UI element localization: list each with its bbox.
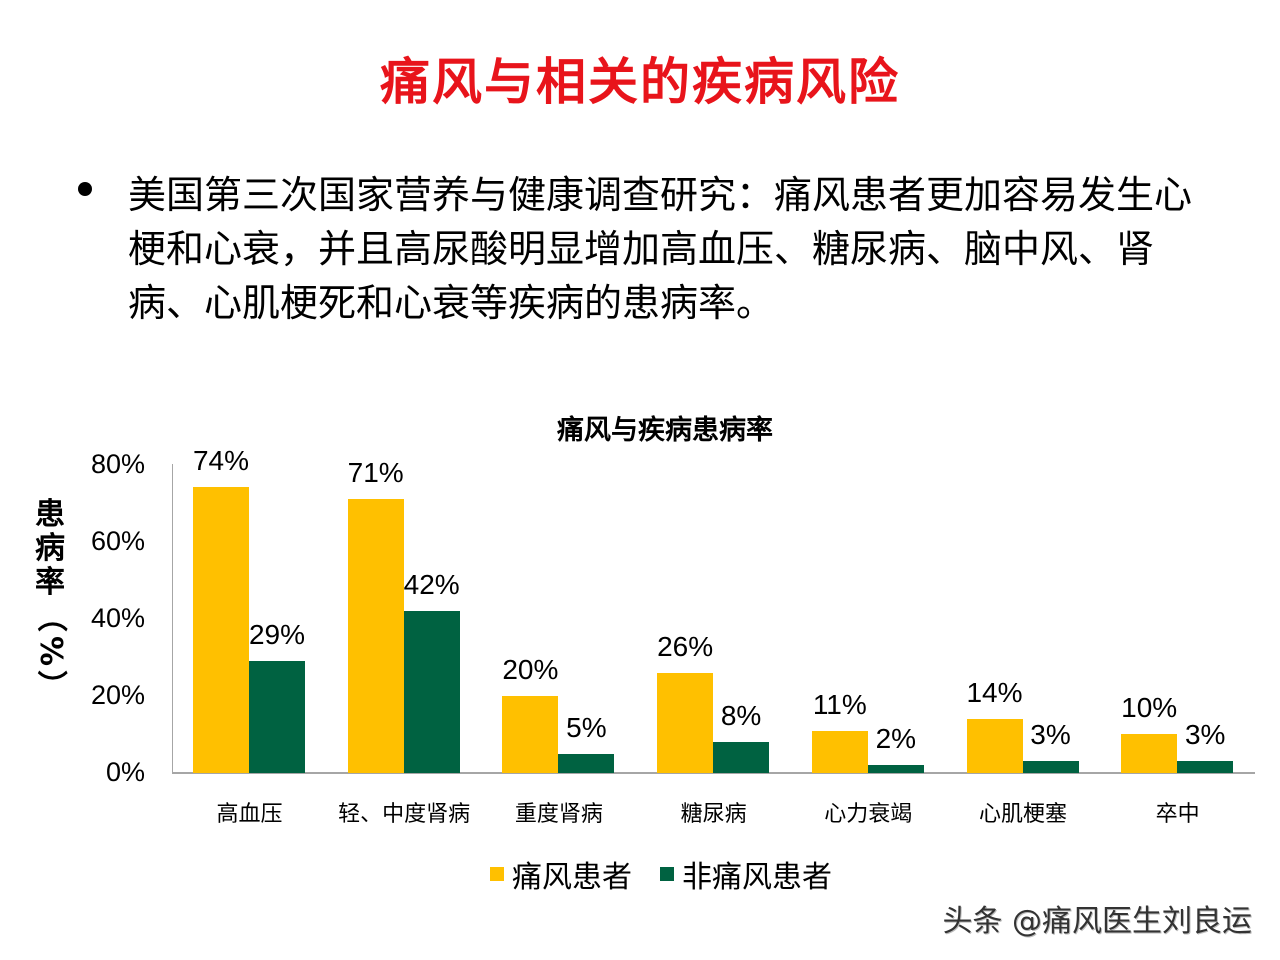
legend-swatch-icon xyxy=(490,867,504,881)
bar xyxy=(403,610,460,773)
legend-label: 痛风患者 xyxy=(512,860,632,895)
x-category-label: 糖尿病 xyxy=(680,802,747,827)
y-tick: 40% xyxy=(90,603,145,633)
chart-title: 痛风与疾病患病率 xyxy=(557,415,773,446)
bar xyxy=(867,765,924,773)
x-category-label: 卒中 xyxy=(1155,802,1200,827)
legend-label: 非痛风患者 xyxy=(682,860,832,895)
bar-value-label: 8% xyxy=(720,700,762,732)
slide-title: 痛风与相关的疾病风险 xyxy=(380,52,900,111)
bar xyxy=(249,660,305,773)
y-axis-line xyxy=(172,464,173,773)
bar xyxy=(193,487,249,773)
bar-value-label: 3% xyxy=(1184,719,1226,751)
bar xyxy=(502,695,559,773)
bar xyxy=(966,718,1023,773)
bar-value-label: 2% xyxy=(875,723,917,755)
bar-value-label: 26% xyxy=(657,630,714,662)
bullet-dot-icon xyxy=(78,182,92,196)
bar-value-label: 20% xyxy=(502,653,559,685)
bar-value-label: 10% xyxy=(1121,692,1178,724)
x-category-label: 心力衰竭 xyxy=(824,802,913,827)
legend: 痛风患者 非痛风患者 xyxy=(490,852,860,896)
bar xyxy=(347,498,404,773)
y-tick: 0% xyxy=(105,757,145,787)
bar xyxy=(1121,734,1178,773)
bar-value-label: 71% xyxy=(347,456,404,488)
x-category-label: 高血压 xyxy=(216,802,283,827)
y-axis-label-char: 病 xyxy=(35,531,65,566)
bar xyxy=(558,753,615,773)
y-axis-label: 患 病 率 （ % ） xyxy=(30,498,70,702)
x-category-label: 心肌梗塞 xyxy=(978,802,1067,827)
bar-value-label: 74% xyxy=(192,445,250,477)
legend-swatch-icon xyxy=(660,867,674,881)
bar-value-label: 29% xyxy=(248,618,306,650)
watermark: 头条 @痛风医生刘良运 xyxy=(942,904,1252,939)
legend-item-non-gout: 非痛风患者 xyxy=(660,852,832,896)
y-tick: 20% xyxy=(90,680,145,710)
bar-value-label: 14% xyxy=(966,676,1023,708)
y-tick: 80% xyxy=(90,449,145,479)
bar xyxy=(811,730,868,773)
y-axis-label-char: 患 xyxy=(35,497,65,532)
y-axis-label-char: 率 xyxy=(35,565,65,600)
bar xyxy=(1022,761,1079,773)
x-category-label: 重度肾病 xyxy=(514,802,603,827)
bar-value-label: 5% xyxy=(566,711,607,743)
bar xyxy=(657,672,714,773)
bullet-text: 美国第三次国家营养与健康调查研究：痛风患者更加容易发生心梗和心衰，并且高尿酸明显… xyxy=(128,173,1193,325)
bar xyxy=(1177,761,1234,773)
x-category-label: 轻、中度肾病 xyxy=(338,802,471,827)
x-axis-line xyxy=(172,772,1255,774)
bar-value-label: 11% xyxy=(812,688,867,720)
y-tick: 60% xyxy=(90,526,145,556)
bar xyxy=(713,742,770,773)
bar-value-label: 42% xyxy=(403,568,460,600)
bar-value-label: 3% xyxy=(1030,719,1071,751)
legend-item-gout: 痛风患者 xyxy=(490,852,632,896)
